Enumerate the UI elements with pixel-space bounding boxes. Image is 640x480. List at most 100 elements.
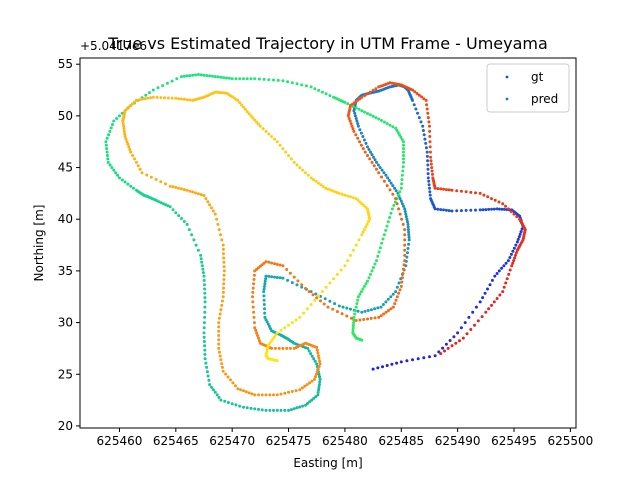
pred-point <box>371 88 375 92</box>
gt-point <box>328 299 332 303</box>
gt-point <box>483 291 487 295</box>
gt-point <box>217 396 221 399</box>
pred-point <box>221 247 225 251</box>
gt-point <box>263 315 267 319</box>
pred-point <box>133 157 136 161</box>
pred-point <box>217 321 221 325</box>
pred-point <box>313 298 317 302</box>
gt-point <box>433 354 437 358</box>
pred-point <box>319 299 322 303</box>
gt-point <box>518 232 522 236</box>
gt-point <box>107 133 111 137</box>
pred-point <box>252 310 256 314</box>
pred-point <box>242 389 245 393</box>
pred-point <box>464 190 468 194</box>
gt-point <box>194 243 198 247</box>
gt-point <box>351 326 355 330</box>
gt-point <box>441 346 445 350</box>
gt-point <box>403 210 407 213</box>
pred-point <box>505 277 509 281</box>
pred-point <box>315 370 319 374</box>
gt-point <box>353 309 357 312</box>
gt-point <box>447 209 451 213</box>
pred-point <box>217 325 221 329</box>
pred-point <box>268 393 272 397</box>
pred-point <box>358 140 362 144</box>
pred-point <box>121 122 125 126</box>
pred-point <box>382 312 386 316</box>
pred-point <box>275 331 279 335</box>
gt-point <box>464 208 468 212</box>
gt-point <box>389 295 393 299</box>
pred-point <box>301 168 305 172</box>
gt-point <box>148 91 151 95</box>
gt-point <box>385 122 389 126</box>
pred-point <box>366 154 369 157</box>
gt-point <box>317 385 321 389</box>
gt-point <box>384 173 388 177</box>
gt-point <box>245 406 249 410</box>
y-offset-label: +5.0417e6 <box>80 39 147 53</box>
pred-point <box>287 390 290 394</box>
pred-point <box>264 129 268 133</box>
pred-point <box>366 317 369 321</box>
gt-point <box>400 202 404 206</box>
pred-point <box>122 127 126 131</box>
pred-point <box>502 285 506 289</box>
pred-point <box>304 287 307 290</box>
pred-point <box>332 277 336 281</box>
pred-point <box>251 286 255 290</box>
pred-point <box>238 101 242 105</box>
gt-point <box>245 77 249 81</box>
gt-point <box>132 186 135 190</box>
gt-point <box>318 377 322 381</box>
pred-point <box>210 206 213 210</box>
gt-point <box>328 94 332 98</box>
pred-point <box>257 336 260 340</box>
gt-point <box>159 201 163 205</box>
gt-point <box>504 261 508 265</box>
gt-point <box>382 233 386 237</box>
gt-point <box>223 399 227 403</box>
pred-point <box>220 365 224 369</box>
gt-point <box>161 84 165 88</box>
gt-point <box>287 408 290 412</box>
gt-point <box>308 400 312 404</box>
pred-point <box>146 96 150 100</box>
pred-point <box>312 178 315 182</box>
gt-point <box>314 292 318 296</box>
pred-point <box>221 290 225 294</box>
gt-point <box>219 75 223 79</box>
gt-point <box>206 374 210 378</box>
pred-point <box>250 392 254 396</box>
gt-point <box>283 408 287 412</box>
pred-point <box>401 222 405 226</box>
gt-point <box>452 335 456 339</box>
gt-point <box>104 143 108 147</box>
gt-point <box>289 408 293 412</box>
legend-marker-pred <box>505 97 509 101</box>
gt-point <box>495 272 499 275</box>
gt-point <box>425 154 429 158</box>
pred-point <box>428 150 432 154</box>
pred-point <box>401 272 405 275</box>
pred-point <box>426 111 430 115</box>
pred-point <box>391 192 395 196</box>
pred-point <box>275 393 279 397</box>
gt-point <box>478 300 482 304</box>
pred-point <box>313 377 316 381</box>
gt-point <box>265 320 269 324</box>
pred-point <box>380 175 383 179</box>
pred-point <box>366 92 369 96</box>
pred-point <box>222 265 226 269</box>
gt-point <box>372 155 375 159</box>
pred-point <box>476 319 480 323</box>
gt-point <box>275 408 279 412</box>
pred-point <box>303 384 307 388</box>
pred-point <box>123 135 127 138</box>
pred-point <box>504 204 507 208</box>
gt-point <box>262 287 266 291</box>
pred-point <box>222 282 226 286</box>
pred-point <box>222 256 226 260</box>
gt-point <box>200 264 204 268</box>
